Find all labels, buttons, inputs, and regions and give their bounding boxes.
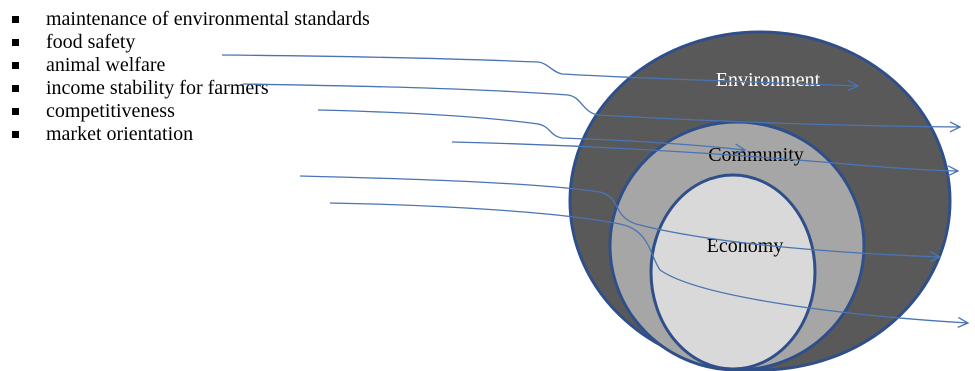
bullet-square-icon [12,62,19,69]
bullet-item: income stability for farmers [12,77,370,100]
environment-label: Environment [716,69,821,91]
extra-arrow [329,202,968,323]
economy-ring [649,173,817,371]
market-orientation-arrow [299,175,940,257]
competitiveness-arrow [451,141,958,171]
bullet-square-icon [12,131,19,138]
animal-welfare-arrow [242,83,960,127]
bullet-item: maintenance of environmental standards [12,8,370,31]
income-stability-arrow [317,109,745,150]
bullet-text: food safety [46,31,136,53]
bullet-square-icon [12,39,19,46]
food-safety-arrow [221,54,858,86]
bullet-text: market orientation [46,123,194,145]
bullet-text: competitiveness [46,100,175,122]
bullet-square-icon [12,85,19,92]
bullet-text: animal welfare [46,54,166,76]
bullet-item: competitiveness [12,100,370,123]
bullet-item: market orientation [12,123,370,146]
bullet-item: animal welfare [12,54,370,77]
bullet-square-icon [12,108,19,115]
community-label: Community [708,144,804,166]
bullet-square-icon [12,16,19,23]
bullet-text: income stability for farmers [46,77,269,99]
bullet-item: food safety [12,31,370,54]
bullet-text: maintenance of environmental standards [46,8,370,30]
bullet-list: maintenance of environmental standards f… [12,8,370,146]
